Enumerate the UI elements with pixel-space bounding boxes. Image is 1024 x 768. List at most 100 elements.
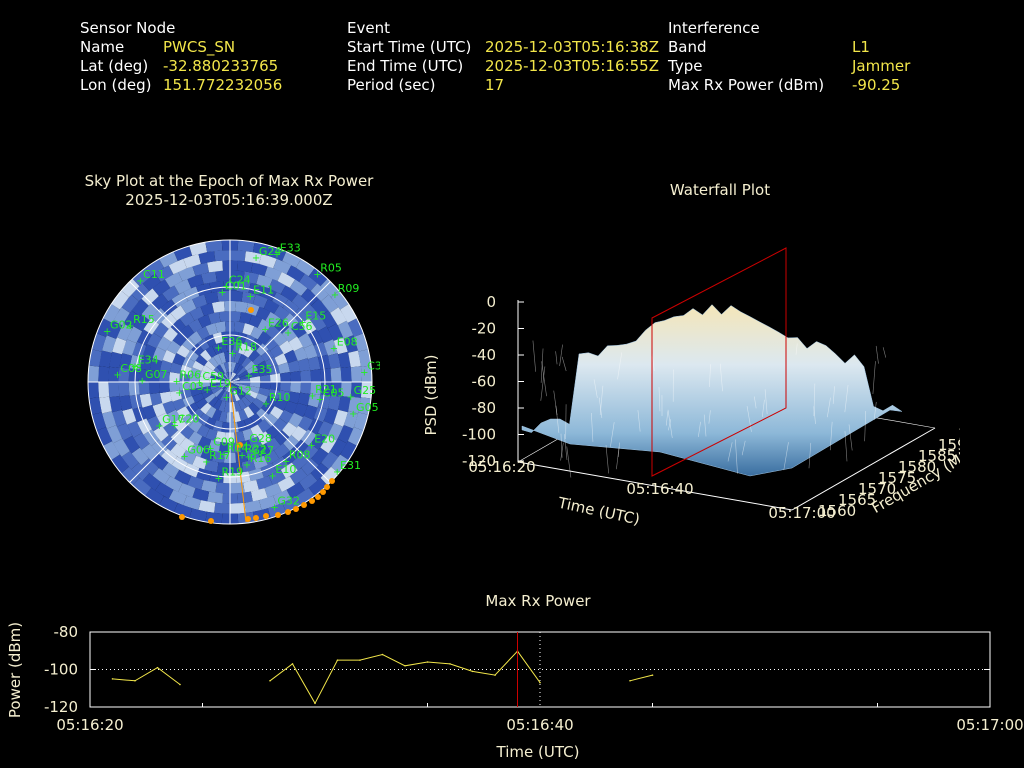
sky-cell	[289, 467, 308, 485]
surface-ridge	[617, 446, 620, 458]
power-point	[336, 659, 339, 661]
sky-cell	[248, 436, 263, 450]
surface-ridge	[703, 414, 707, 437]
sky-cell	[170, 318, 186, 334]
sky-cell	[230, 502, 246, 514]
interference-point	[275, 512, 281, 518]
sky-cell	[248, 468, 264, 482]
sky-cell	[239, 382, 251, 387]
sky-cell	[162, 462, 180, 479]
sky-cell	[197, 413, 210, 426]
sky-cell	[211, 451, 225, 463]
sky-cell	[282, 421, 298, 438]
satellite-marker: +	[215, 473, 223, 484]
interference-heading: Interference	[668, 19, 760, 37]
sky-cell	[259, 382, 271, 390]
surface-ridge	[882, 347, 887, 358]
satellite-label: G12	[229, 384, 252, 397]
sky-cell	[280, 382, 291, 393]
satellite-label: R04	[227, 442, 249, 455]
sky-cell	[259, 495, 277, 511]
sky-cell	[230, 374, 238, 382]
event-heading: Event	[347, 19, 390, 37]
sky-cell	[153, 425, 169, 442]
surface-ridge	[813, 383, 816, 417]
power-point	[449, 663, 451, 665]
satellite-label: C11	[143, 268, 165, 281]
sky-cell	[323, 408, 338, 425]
satellite-label: R08	[289, 449, 311, 462]
sky-cell	[195, 398, 208, 410]
surface-ridge	[617, 352, 623, 380]
satellite-marker: +	[298, 317, 306, 328]
sky-cell	[230, 375, 240, 382]
sky-cell	[162, 400, 176, 415]
satellite-marker: +	[103, 326, 111, 337]
sky-cell	[301, 458, 319, 476]
waterfall-title: Waterfall Plot	[669, 181, 771, 199]
sky-cell	[169, 382, 180, 393]
sky-cell	[113, 307, 130, 326]
sky-cell	[277, 476, 296, 493]
sky-cell	[244, 360, 256, 371]
sky-cell	[209, 382, 221, 387]
sky-cell	[360, 382, 372, 399]
sky-cell	[232, 411, 242, 423]
sky-cell	[138, 369, 150, 382]
interference-direction-line	[229, 381, 247, 523]
psd-surface	[521, 304, 903, 477]
sky-cell	[233, 362, 241, 374]
sky-cell	[241, 459, 256, 473]
sky-cell	[213, 366, 224, 377]
frequency-tick-label: 1565	[838, 491, 876, 509]
surface-ridge	[637, 410, 641, 432]
sky-cell	[196, 424, 210, 438]
sky-cell	[233, 390, 241, 402]
sky-cell	[146, 415, 162, 432]
sky-cell	[263, 298, 280, 314]
sky-cell	[230, 290, 243, 302]
sky-cell	[187, 274, 204, 289]
sky-cell	[186, 402, 199, 415]
time-tick-label: 05:16:40	[626, 480, 693, 498]
sky-cell	[141, 303, 159, 321]
sky-cell	[131, 447, 149, 466]
sky-cell	[235, 364, 244, 375]
sky-cell	[116, 323, 133, 341]
sky-cell	[128, 368, 140, 382]
frequency-tick-label: 1570	[858, 480, 896, 498]
sky-cell	[168, 258, 187, 275]
satellite-marker: +	[349, 409, 357, 420]
sky-cell	[327, 353, 341, 369]
interference-point	[293, 506, 299, 512]
surface-ridge	[764, 389, 768, 415]
skyplot-title-line1: Sky Plot at the Epoch of Max Rx Power	[84, 172, 374, 190]
satellite-marker: +	[131, 362, 139, 373]
sky-cell	[152, 467, 171, 485]
sky-cell	[244, 500, 262, 513]
sensor-lon-value: 151.772232056	[163, 76, 283, 94]
sky-cell	[230, 382, 241, 385]
surface-ridge	[708, 410, 711, 424]
sky-cell	[112, 409, 127, 427]
sky-cell	[300, 369, 312, 382]
sky-cell	[256, 475, 273, 490]
sky-cell	[159, 251, 178, 268]
surface-ridge	[754, 396, 757, 409]
satellite-marker: +	[220, 450, 228, 461]
sky-cell	[201, 389, 214, 399]
sky-cell	[88, 382, 100, 399]
sky-cell	[248, 349, 260, 362]
sky-cell	[284, 400, 298, 415]
sky-cell	[230, 382, 235, 392]
sky-cell	[237, 260, 253, 273]
sky-cell	[141, 443, 159, 461]
sky-cell	[230, 382, 240, 389]
sky-cell	[300, 382, 312, 395]
sky-cell	[274, 430, 290, 446]
sky-cell	[261, 349, 274, 362]
sky-cell	[265, 311, 281, 327]
satellite-label: G05	[356, 401, 379, 414]
sky-cell	[222, 374, 230, 382]
satellite-label: E11	[253, 283, 274, 296]
